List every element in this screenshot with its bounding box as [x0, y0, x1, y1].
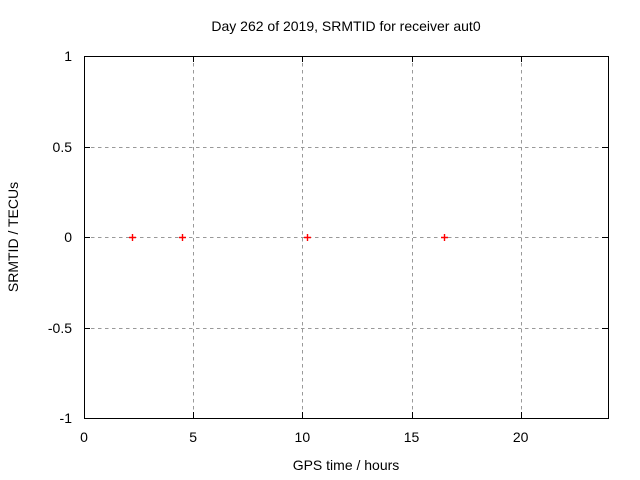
data-point-marker: [179, 234, 186, 241]
data-point-marker: [441, 234, 448, 241]
chart-title: Day 262 of 2019, SRMTID for receiver aut…: [211, 18, 481, 34]
y-tick-label: -1: [59, 410, 72, 426]
y-axis-label: SRMTID / TECUs: [5, 181, 21, 293]
x-tick-label: 20: [512, 429, 529, 445]
data-point-marker: [304, 234, 311, 241]
y-tick-label: 0.5: [52, 138, 72, 155]
x-axis-label: GPS time / hours: [292, 457, 400, 473]
x-tick-label: 10: [294, 429, 311, 445]
x-tick-label: 0: [80, 429, 88, 445]
x-tick-label: 15: [403, 429, 420, 445]
y-tick-label: 0: [64, 229, 72, 245]
y-tick-label: -0.5: [47, 319, 72, 336]
y-tick-label: 1: [64, 48, 72, 64]
x-tick-label: 5: [189, 429, 198, 445]
data-point-marker: [129, 234, 136, 241]
